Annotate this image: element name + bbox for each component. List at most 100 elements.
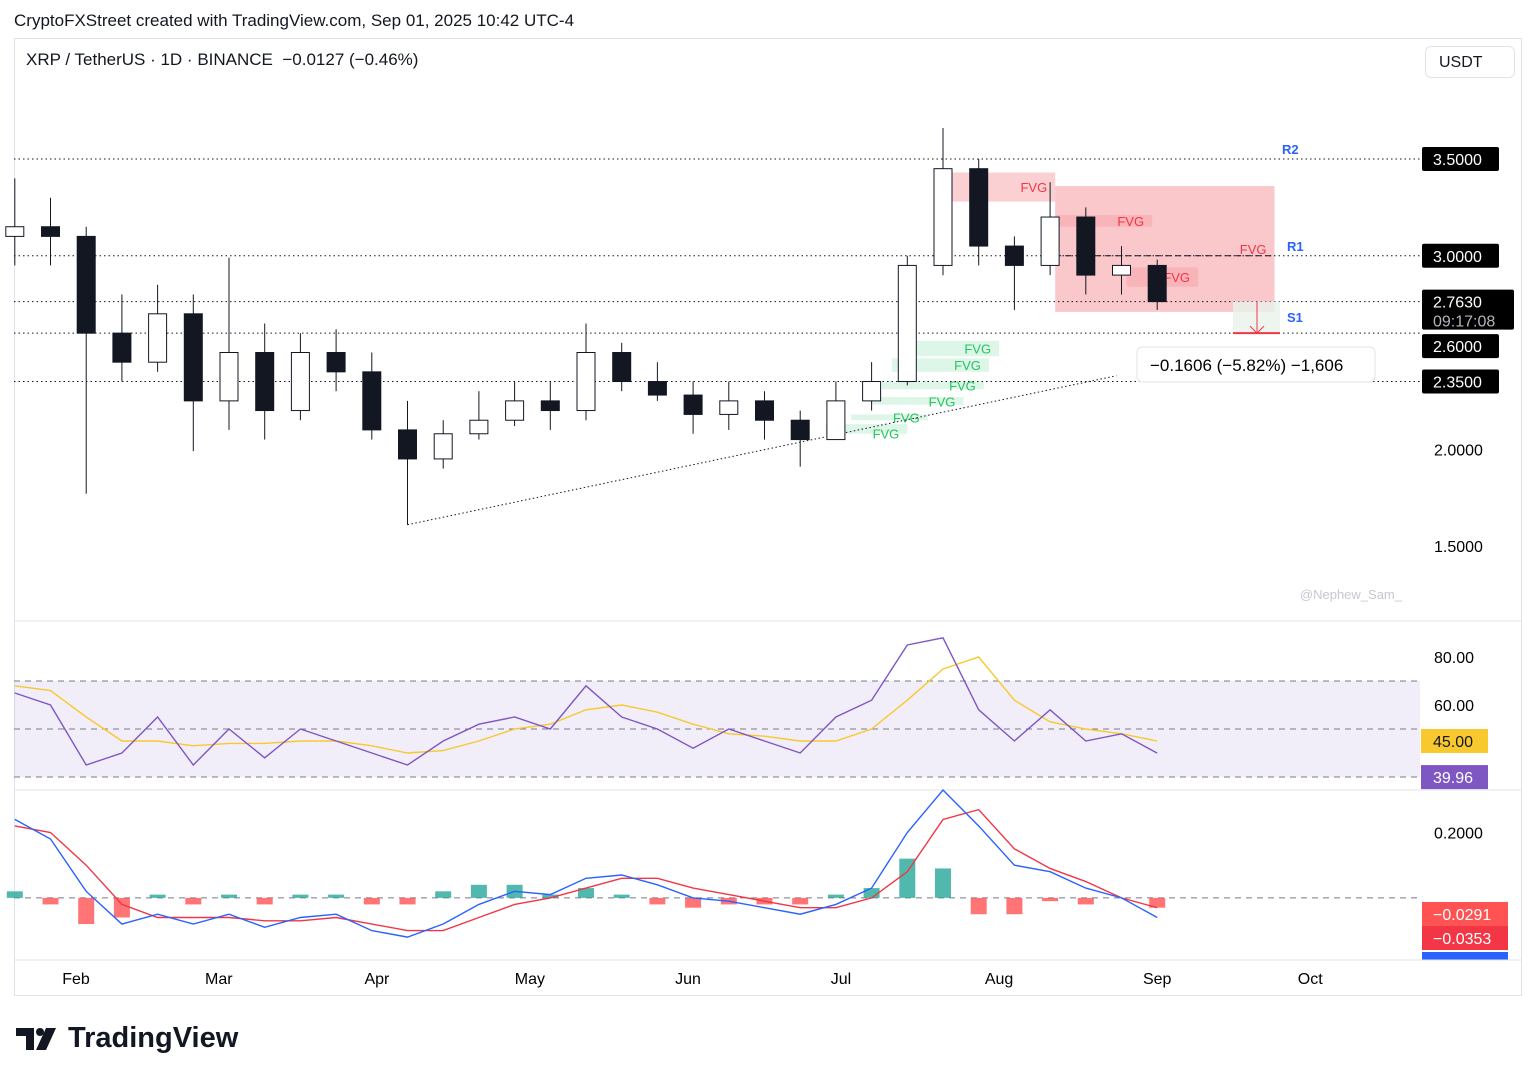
macd-axis-tick: 0.2000 [1434, 826, 1483, 843]
candle-body [505, 400, 525, 421]
fvg-label: FVG [1117, 214, 1144, 229]
macd-axis-label-bg [1422, 902, 1508, 926]
macd-histogram-bar [149, 894, 166, 898]
macd-histogram-bar [113, 897, 130, 918]
candle-body [862, 381, 882, 402]
fvg-label: FVG [964, 342, 991, 357]
macd-histogram-bar [1042, 897, 1059, 902]
candle-body [148, 313, 168, 363]
candle-body [76, 235, 96, 334]
candle-body [183, 313, 203, 402]
bar-countdown: 09:17:08 [1433, 314, 1495, 331]
tradingview-logo: TradingView [16, 1022, 238, 1055]
time-axis-tick: Jul [831, 971, 851, 988]
candle-body [290, 352, 310, 412]
price-axis-label: 3.0000 [1433, 249, 1482, 266]
price-axis-label-bg [1422, 334, 1499, 359]
symbol-change: −0.0127 (−0.46%) [282, 50, 419, 69]
time-axis-tick: Apr [364, 971, 390, 988]
candle-body [255, 352, 275, 412]
price-axis-label-bg [1422, 243, 1499, 268]
fvg-zone-bear [948, 172, 1056, 202]
measure-label: −0.1606 (−5.82%) −1,606 [1150, 356, 1343, 375]
fvg-zone-bull [881, 381, 984, 390]
candle-body [897, 264, 917, 383]
trendline [407, 375, 1117, 526]
candle-body [1076, 216, 1096, 276]
rsi-axis-tick: 60.00 [1434, 698, 1474, 715]
macd-histogram-bar [399, 897, 416, 905]
candle-body [683, 394, 703, 415]
candle-body [647, 381, 667, 396]
rsi-axis-label: 45.00 [1433, 734, 1473, 751]
price-axis-tick: 1.5000 [1434, 539, 1483, 556]
time-axis-tick: Aug [985, 971, 1013, 988]
rsi-ma-line [14, 656, 1158, 754]
time-axis-tick: Oct [1298, 971, 1323, 988]
macd-histogram-bar [935, 868, 951, 898]
currency-button[interactable]: USDT [1425, 46, 1515, 78]
candle-body [719, 400, 739, 415]
macd-histogram-bar [899, 858, 916, 898]
candle-body [469, 419, 489, 435]
macd-signal-line [14, 808, 1158, 932]
candle-body [112, 332, 132, 363]
candle-body [1004, 245, 1024, 266]
fvg-zone-bull [851, 414, 928, 421]
candle-body [41, 226, 60, 237]
macd-histogram-bar [578, 888, 594, 898]
price-axis-label-bg [1422, 289, 1514, 330]
macd-histogram-bar [185, 897, 202, 905]
candle-body [540, 400, 560, 412]
fvg-zone-bull [902, 340, 1000, 357]
candle-body [826, 400, 846, 441]
macd-histogram-bar [470, 884, 487, 898]
macd-histogram-bar [42, 897, 59, 905]
candle-body [1112, 264, 1131, 276]
fvg-label: FVG [954, 358, 981, 373]
candle-body [933, 168, 953, 266]
macd-histogram-bar [328, 894, 345, 898]
candle-body [790, 419, 810, 441]
macd-axis-label-bg [1422, 926, 1508, 950]
macd-histogram-bar [827, 894, 844, 898]
level-label-r2: R2 [1282, 142, 1299, 157]
macd-histogram-bar [78, 897, 95, 925]
fvg-label: FVG [1020, 180, 1047, 195]
symbol-legend: XRP / TetherUS · 1D · BINANCE −0.0127 (−… [26, 50, 418, 70]
candle-body [433, 433, 453, 460]
price-axis-label: 2.6000 [1433, 339, 1482, 356]
macd-axis-label: −0.0291 [1433, 907, 1491, 924]
macd-histogram-bar [435, 891, 452, 898]
candle-body [1040, 216, 1060, 266]
macd-histogram-bar [363, 897, 380, 905]
macd-line [14, 788, 1158, 938]
fvg-zone-bull [825, 424, 908, 434]
time-axis-tick: May [515, 971, 545, 988]
watermark: @Nephew_Sam_ [1300, 587, 1403, 602]
time-axis-tick: Sep [1143, 971, 1172, 988]
candle-body [612, 352, 632, 383]
candle-body [1147, 264, 1167, 303]
fvg-zone-bear [1055, 215, 1153, 227]
candle-body [576, 352, 596, 412]
chart-credit: CryptoFXStreet created with TradingView.… [14, 11, 575, 30]
fvg-label: FVG [893, 410, 920, 425]
macd-histogram-bar [970, 897, 987, 915]
macd-histogram-bar [863, 888, 880, 898]
level-label-s1: S1 [1287, 310, 1303, 325]
candle-body [969, 168, 989, 247]
macd-histogram-bar [256, 897, 273, 905]
price-axis-label-bg [1422, 369, 1499, 394]
macd-histogram-bar [292, 894, 309, 898]
fvg-label: FVG [873, 426, 900, 441]
macd-histogram-bar [542, 894, 559, 898]
price-axis-tick: 2.0000 [1434, 442, 1483, 459]
fvg-label: FVG [1163, 270, 1190, 285]
fvg-zone-bull [871, 397, 964, 405]
macd-histogram-bar [685, 897, 702, 908]
level-label-r1: R1 [1287, 239, 1304, 254]
price-axis-label-bg [1422, 147, 1499, 171]
measure-tooltip [1136, 346, 1376, 383]
